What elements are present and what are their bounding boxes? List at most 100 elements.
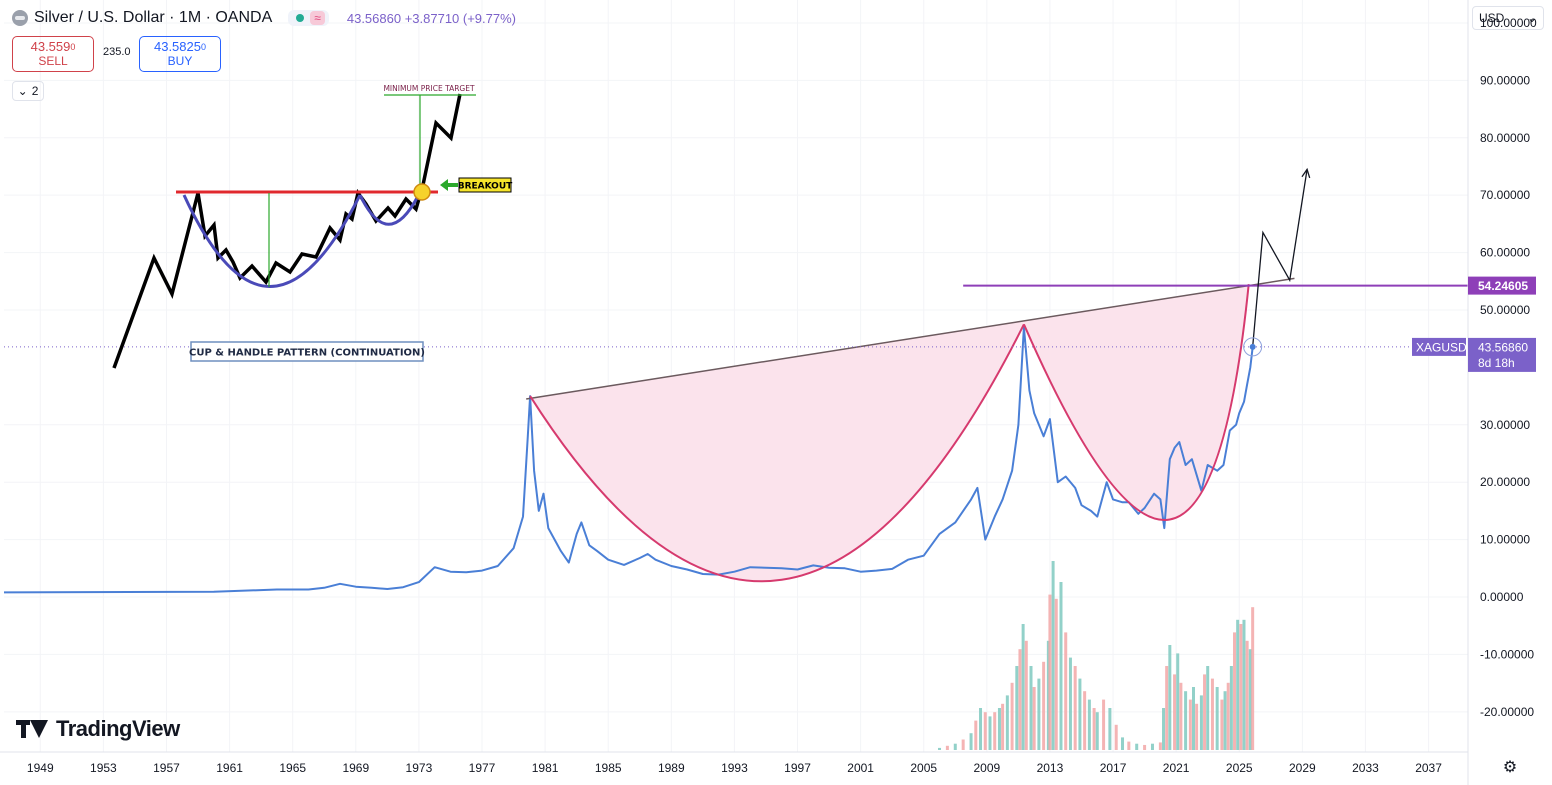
volume-bar	[1192, 687, 1195, 750]
chevron-down-icon: ⌄	[1526, 11, 1537, 25]
price-tick-label: 100.00000	[1480, 16, 1537, 30]
volume-bar	[1239, 624, 1243, 750]
last-point-ring	[1243, 337, 1263, 357]
volume-bar	[1001, 703, 1005, 750]
volume-bar	[1021, 624, 1025, 750]
resistance-price-text: 54.24605	[1478, 279, 1528, 293]
volume-bar	[1092, 708, 1096, 750]
breakout-label: BREAKOUT	[458, 182, 513, 192]
volume-bar	[1127, 741, 1131, 750]
bar-countdown-text: 8d 18h	[1478, 356, 1515, 370]
price-series	[3, 326, 1254, 594]
last-price-tag	[1468, 337, 1536, 372]
price-tick-label: 50.00000	[1480, 303, 1530, 317]
tradingview-logo[interactable]: TradingView	[16, 716, 180, 742]
volume-bar	[961, 739, 965, 750]
volume-bar	[1024, 640, 1028, 750]
volume-bar	[1220, 699, 1224, 750]
time-tick-label: 2001	[847, 761, 874, 775]
sketch-price-line	[112, 93, 462, 369]
time-tick-label: 2005	[910, 761, 937, 775]
pattern-title: CUP & HANDLE PATTERN (CONTINUATION)	[189, 348, 425, 359]
volume-bar	[1168, 645, 1172, 750]
cup-1-fill	[530, 320, 1024, 582]
volume-bar	[1037, 678, 1041, 750]
volume-bar	[1229, 666, 1233, 750]
volume-bar	[1199, 695, 1203, 750]
currency-value: USD	[1479, 11, 1505, 25]
volume-bar	[1165, 666, 1169, 750]
volume-bar	[1032, 687, 1036, 750]
symbol-title[interactable]: Silver / U.S. Dollar · 1M · OANDA	[34, 9, 273, 26]
time-tick-label: 1985	[595, 761, 622, 775]
chart-header: Silver / U.S. Dollar · 1M · OANDA ≈ 43.5…	[12, 6, 516, 30]
volume-bar	[938, 747, 942, 750]
price-tick-label: 20.00000	[1480, 475, 1530, 489]
volume-bar	[1242, 619, 1246, 750]
sell-button[interactable]: 43.5590 SELL	[12, 36, 94, 72]
time-tick-label: 2029	[1289, 761, 1316, 775]
time-tick-label: 1997	[784, 761, 811, 775]
volume-bar	[1184, 691, 1188, 750]
price-tick-label: 0.00000	[1480, 590, 1524, 604]
price-axis: 100.00000 90.00000 80.00000 70.00000 60.0000…	[1467, 0, 1537, 785]
time-tick-label: 2021	[1163, 761, 1190, 775]
time-tick-label: 2013	[1037, 761, 1064, 775]
sketch-cup	[182, 194, 362, 288]
price-tick-label: 90.00000	[1480, 73, 1530, 87]
resistance-price-tag	[1468, 276, 1536, 295]
buy-button[interactable]: 43.58250 BUY	[139, 36, 221, 72]
ohlc-quote: 43.56860 +3.87710 (+9.77%)	[346, 10, 516, 26]
volume-bar	[1121, 737, 1125, 750]
trendline	[526, 277, 1295, 400]
sketch-handle	[358, 194, 420, 226]
price-tick-label: 30.00000	[1480, 418, 1530, 432]
time-tick-label: 2033	[1352, 761, 1379, 775]
price-tick-label: 80.00000	[1480, 131, 1530, 145]
settings-gear-icon[interactable]: ⚙	[1502, 759, 1518, 776]
breakout-arrow-icon	[440, 179, 458, 191]
volume-bar	[993, 712, 997, 750]
time-tick-label: 1965	[279, 761, 306, 775]
time-tick-label: 1973	[406, 761, 433, 775]
volume-bar	[1015, 666, 1019, 750]
indicators-toggle[interactable]: ⌄ 2	[12, 81, 44, 101]
volume-bar	[1195, 703, 1199, 750]
buy-label: BUY	[167, 54, 193, 68]
price-tick-label: -10.00000	[1480, 647, 1534, 661]
volume-bar	[1203, 674, 1207, 750]
time-tick-label: 1981	[532, 761, 559, 775]
cup-1-curve	[529, 323, 1025, 583]
volume-bar	[945, 745, 949, 750]
volume-bar	[1005, 695, 1009, 750]
volume-bar	[1158, 742, 1162, 750]
volume-bar	[1054, 598, 1058, 750]
volume-bar	[1176, 653, 1180, 750]
axis-price-labels: 54.24605 XAGUSD 43.56860 8d 18h	[1412, 276, 1536, 372]
status-pill[interactable]: ≈	[288, 10, 329, 26]
time-axis: 1949 1953 1957 1961 1965 1969 1973 1977 1981 1985…	[0, 751, 1468, 775]
price-tick-label: 70.00000	[1480, 188, 1530, 202]
currency-select[interactable]: USD ⌄	[1472, 6, 1544, 30]
sell-price: 43.5590	[30, 39, 76, 54]
last-point-dot	[1249, 343, 1256, 350]
volume-bar	[1226, 682, 1230, 750]
volume-histogram	[938, 561, 1255, 750]
volume-bar	[1233, 632, 1237, 750]
volume-bar	[953, 743, 957, 750]
volume-bar	[1223, 691, 1227, 750]
volume-bar	[1251, 607, 1255, 750]
volume-bar	[1010, 682, 1014, 750]
price-tick-label: -20.00000	[1480, 705, 1534, 719]
volume-bar	[1150, 743, 1154, 750]
time-tick-label: 2017	[1100, 761, 1127, 775]
volume-bar	[1173, 674, 1177, 750]
time-tick-label: 1961	[216, 761, 243, 775]
silver-symbol-icon	[12, 10, 28, 26]
volume-bar	[1114, 724, 1118, 750]
volume-bar	[997, 708, 1001, 750]
volume-bar	[1051, 561, 1055, 750]
price-tick-label: 60.00000	[1480, 246, 1530, 260]
cup-fill-area	[530, 284, 1249, 582]
